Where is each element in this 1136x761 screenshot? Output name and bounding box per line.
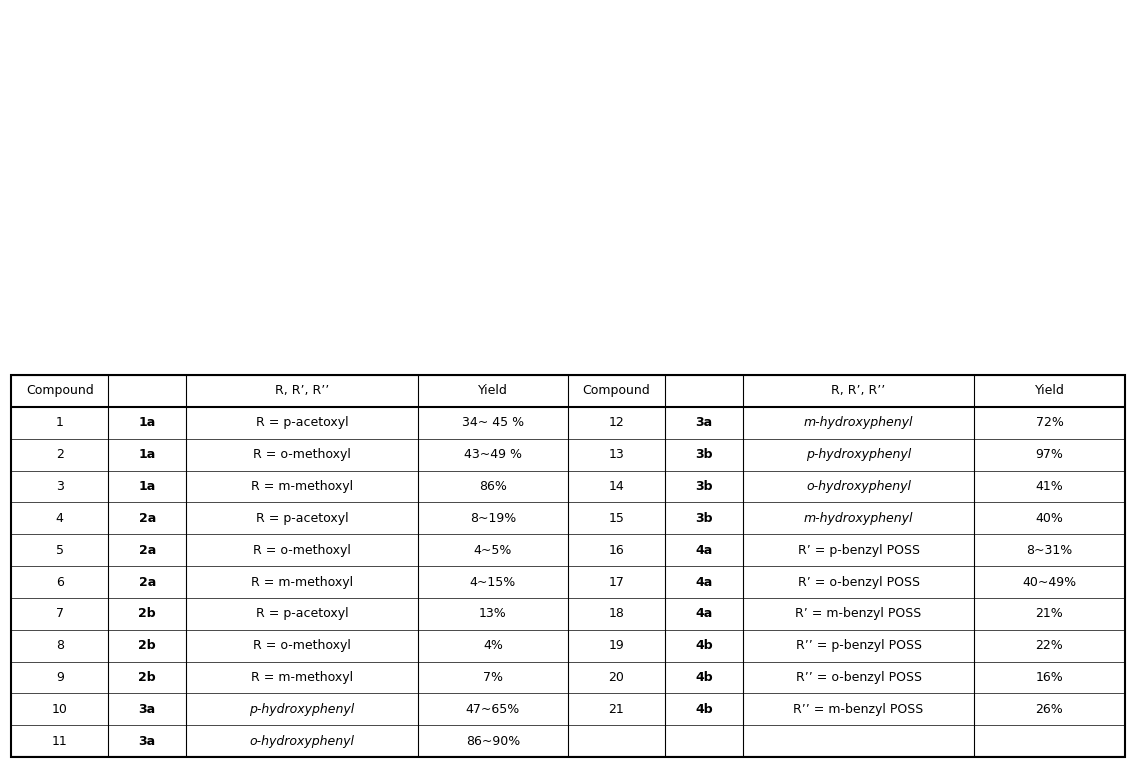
Text: o-hydroxyphenyl: o-hydroxyphenyl [250, 735, 354, 748]
Text: 4~5%: 4~5% [474, 543, 512, 557]
Text: 40~49%: 40~49% [1022, 575, 1077, 588]
Text: 2b: 2b [139, 639, 156, 652]
Text: Compound: Compound [583, 384, 650, 397]
Text: 41%: 41% [1036, 480, 1063, 493]
Text: R = p-acetoxyl: R = p-acetoxyl [256, 416, 349, 429]
Text: 15: 15 [609, 512, 625, 525]
Text: 1a: 1a [139, 480, 156, 493]
Text: 21%: 21% [1036, 607, 1063, 620]
Text: R = p-acetoxyl: R = p-acetoxyl [256, 607, 349, 620]
Text: 4a: 4a [695, 607, 712, 620]
Text: 2: 2 [56, 448, 64, 461]
Text: 9: 9 [56, 671, 64, 684]
Text: 19: 19 [609, 639, 625, 652]
Text: 12: 12 [609, 416, 625, 429]
Text: 47~65%: 47~65% [466, 703, 520, 716]
Text: Yield: Yield [478, 384, 508, 397]
Text: R’ = o-benzyl POSS: R’ = o-benzyl POSS [797, 575, 919, 588]
Text: 2b: 2b [139, 607, 156, 620]
Text: R’’ = o-benzyl POSS: R’’ = o-benzyl POSS [795, 671, 921, 684]
Text: 7%: 7% [483, 671, 503, 684]
Text: 17: 17 [609, 575, 625, 588]
Text: 4a: 4a [695, 543, 712, 557]
Text: 3a: 3a [695, 416, 712, 429]
Text: p-hydroxyphenyl: p-hydroxyphenyl [249, 703, 354, 716]
Text: R = m-methoxyl: R = m-methoxyl [251, 575, 353, 588]
Text: 1: 1 [56, 416, 64, 429]
Text: R = o-methoxyl: R = o-methoxyl [253, 639, 351, 652]
Text: R = p-acetoxyl: R = p-acetoxyl [256, 512, 349, 525]
Text: 1a: 1a [139, 448, 156, 461]
Text: 3b: 3b [695, 448, 712, 461]
Text: 86~90%: 86~90% [466, 735, 520, 748]
Text: R, R’, R’’: R, R’, R’’ [832, 384, 886, 397]
Text: 8: 8 [56, 639, 64, 652]
Text: 21: 21 [609, 703, 625, 716]
Text: 26%: 26% [1036, 703, 1063, 716]
Text: R = o-methoxyl: R = o-methoxyl [253, 448, 351, 461]
Text: 4%: 4% [483, 639, 503, 652]
Text: p-hydroxyphenyl: p-hydroxyphenyl [805, 448, 911, 461]
Text: 3a: 3a [139, 735, 156, 748]
Text: 3a: 3a [139, 703, 156, 716]
Text: 11: 11 [52, 735, 68, 748]
Text: o-hydroxyphenyl: o-hydroxyphenyl [807, 480, 911, 493]
Text: R, R’, R’’: R, R’, R’’ [275, 384, 329, 397]
Text: 8~19%: 8~19% [469, 512, 516, 525]
Text: 5: 5 [56, 543, 64, 557]
Text: R’ = m-benzyl POSS: R’ = m-benzyl POSS [795, 607, 921, 620]
Text: R = o-methoxyl: R = o-methoxyl [253, 543, 351, 557]
Text: 4b: 4b [695, 703, 712, 716]
Text: R = m-methoxyl: R = m-methoxyl [251, 480, 353, 493]
Text: 14: 14 [609, 480, 625, 493]
Text: 6: 6 [56, 575, 64, 588]
Text: 1a: 1a [139, 416, 156, 429]
Text: m-hydroxyphenyl: m-hydroxyphenyl [804, 416, 913, 429]
Text: 2a: 2a [139, 575, 156, 588]
Text: 3: 3 [56, 480, 64, 493]
Text: 13%: 13% [479, 607, 507, 620]
Text: 2b: 2b [139, 671, 156, 684]
Text: 3b: 3b [695, 512, 712, 525]
Text: 7: 7 [56, 607, 64, 620]
Text: 4: 4 [56, 512, 64, 525]
Text: R’’ = m-benzyl POSS: R’’ = m-benzyl POSS [793, 703, 924, 716]
Text: 10: 10 [52, 703, 68, 716]
Text: 4b: 4b [695, 671, 712, 684]
Text: R = m-methoxyl: R = m-methoxyl [251, 671, 353, 684]
Text: 2a: 2a [139, 512, 156, 525]
Text: R’ = p-benzyl POSS: R’ = p-benzyl POSS [797, 543, 919, 557]
Text: 4a: 4a [695, 575, 712, 588]
Text: 72%: 72% [1036, 416, 1063, 429]
Text: 16%: 16% [1036, 671, 1063, 684]
Text: 97%: 97% [1036, 448, 1063, 461]
Text: 16: 16 [609, 543, 625, 557]
Text: Compound: Compound [26, 384, 93, 397]
Text: 40%: 40% [1036, 512, 1063, 525]
Text: 18: 18 [609, 607, 625, 620]
Text: 20: 20 [609, 671, 625, 684]
Text: 2a: 2a [139, 543, 156, 557]
Text: 4~15%: 4~15% [469, 575, 516, 588]
Text: 13: 13 [609, 448, 625, 461]
Text: 86%: 86% [479, 480, 507, 493]
Text: 4b: 4b [695, 639, 712, 652]
Text: 34~ 45 %: 34~ 45 % [462, 416, 524, 429]
Text: m-hydroxyphenyl: m-hydroxyphenyl [804, 512, 913, 525]
Text: 8~31%: 8~31% [1026, 543, 1072, 557]
Text: R’’ = p-benzyl POSS: R’’ = p-benzyl POSS [795, 639, 921, 652]
Text: Yield: Yield [1035, 384, 1064, 397]
Text: 3b: 3b [695, 480, 712, 493]
Text: 22%: 22% [1036, 639, 1063, 652]
Text: 43~49 %: 43~49 % [463, 448, 521, 461]
